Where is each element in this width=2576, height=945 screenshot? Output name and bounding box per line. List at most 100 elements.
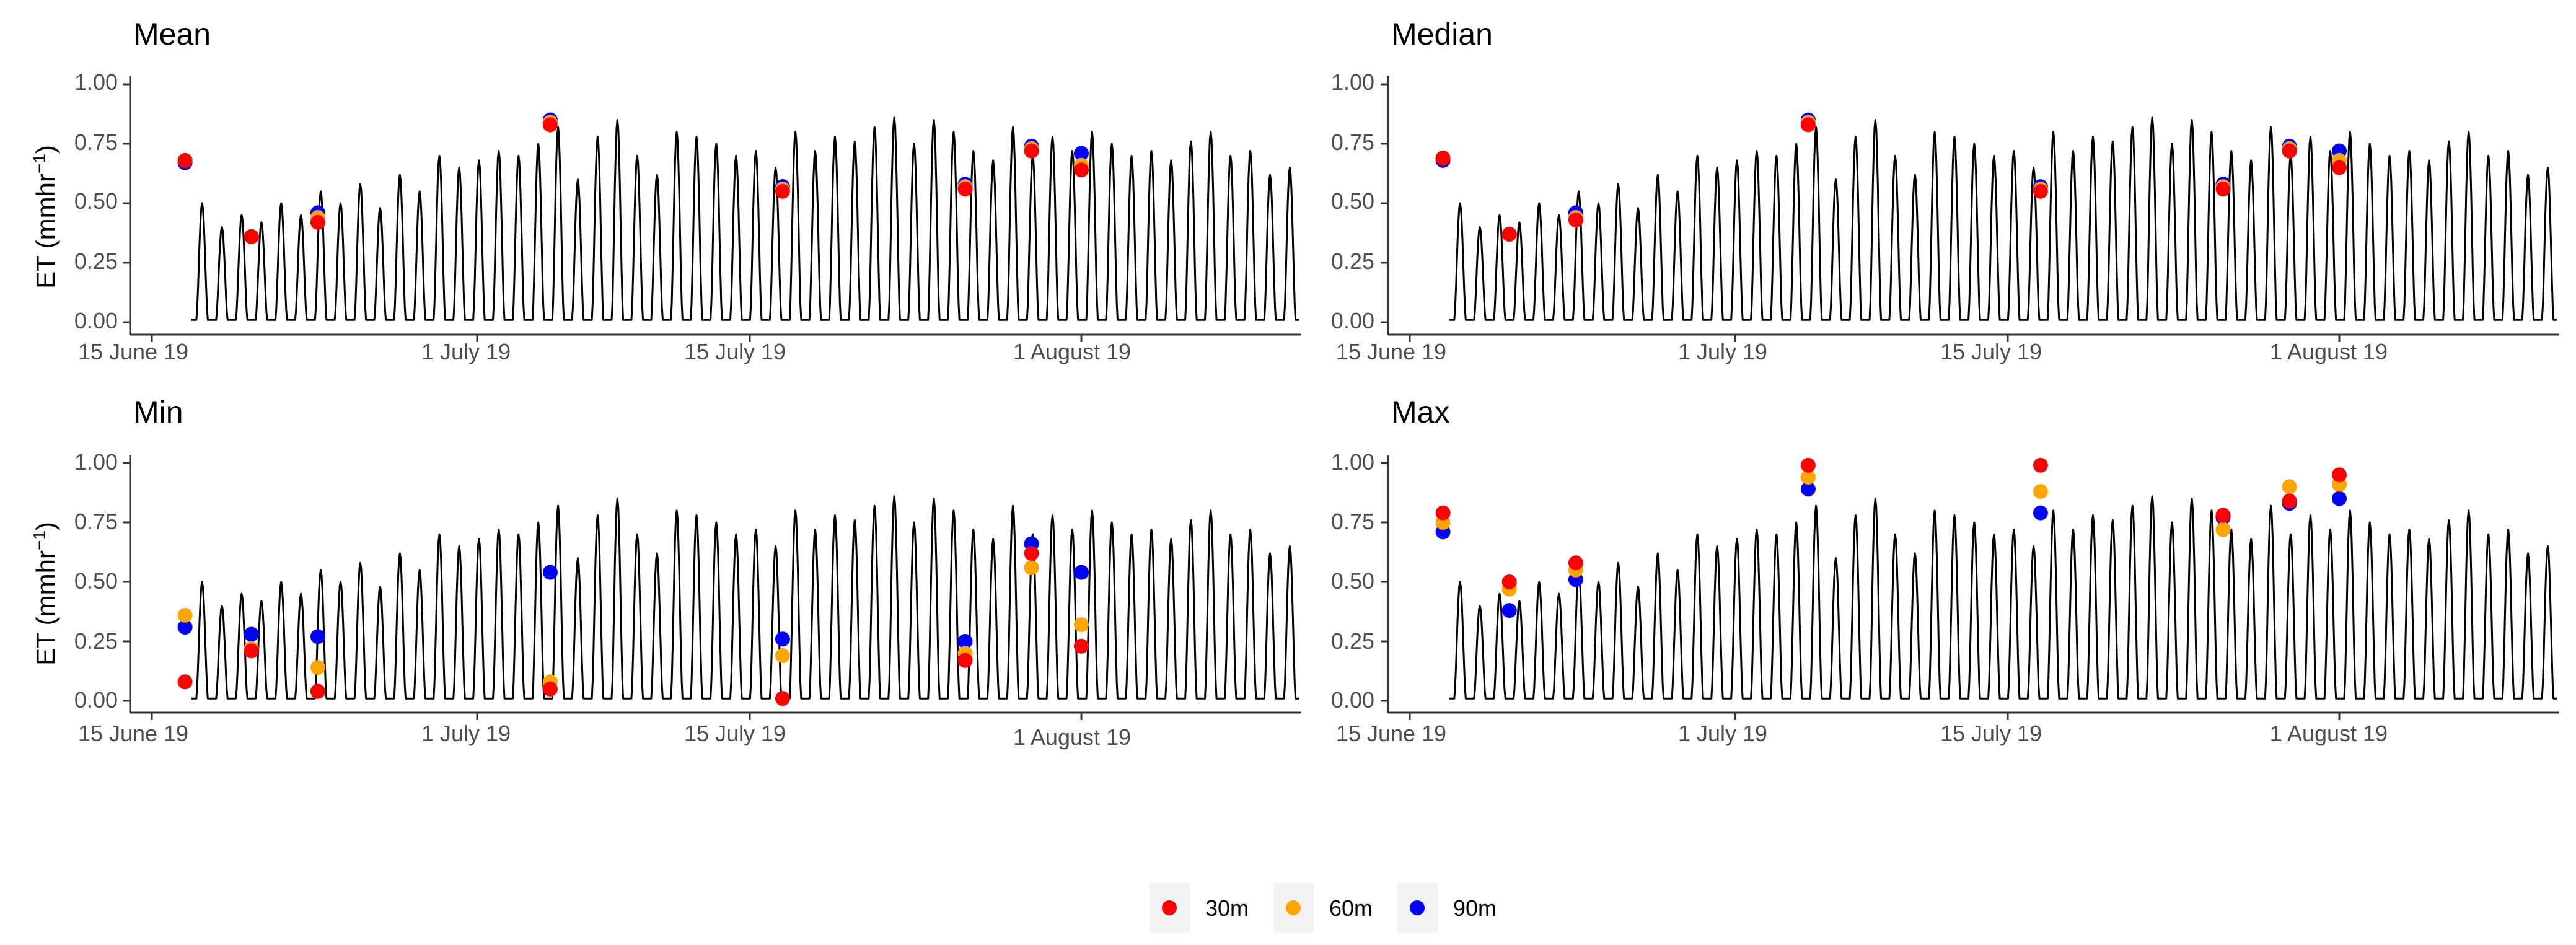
point-90m xyxy=(177,620,193,635)
y-tick-label: 0.75 xyxy=(1331,509,1374,534)
y-axis-label-min: ET (mmhr−1) xyxy=(30,522,61,666)
point-30m xyxy=(1024,143,1039,159)
x-ticks-min: 15 June 19 1 July 19 15 July 19 1 August… xyxy=(78,721,1131,750)
legend-key-90m xyxy=(1410,900,1425,915)
point-90m xyxy=(1800,481,1816,497)
point-30m xyxy=(1074,638,1089,654)
point-60m xyxy=(2215,522,2231,537)
point-30m xyxy=(2033,183,2048,199)
x-tick-label: 15 June 19 xyxy=(78,339,188,364)
point-30m xyxy=(2215,182,2231,196)
y-tick-label: 0.75 xyxy=(74,509,118,534)
et-timeseries-line xyxy=(191,495,1299,700)
legend-key-60m xyxy=(1286,900,1301,915)
y-tick-label: 1.00 xyxy=(74,449,118,475)
y-tick-label: 0.50 xyxy=(1331,188,1374,214)
x-axis-tick-marks xyxy=(151,335,1083,342)
point-30m xyxy=(957,182,973,196)
point-30m xyxy=(1074,162,1089,178)
x-tick-label: 1 August 19 xyxy=(1013,724,1131,750)
x-tick-label: 15 June 19 xyxy=(78,721,188,746)
point-30m xyxy=(2332,467,2347,483)
et-timeseries-line xyxy=(191,116,1299,321)
point-30m xyxy=(1501,226,1517,242)
point-30m xyxy=(1568,212,1583,227)
x-tick-label: 15 July 19 xyxy=(684,721,786,746)
legend: 30m 60m 90m xyxy=(1150,883,1497,933)
points-median xyxy=(1435,112,2347,242)
point-60m xyxy=(1800,470,1816,485)
point-60m xyxy=(1024,560,1039,575)
x-ticks-median: 15 June 19 1 July 19 15 July 19 1 August… xyxy=(1336,339,2388,364)
y-axis-label-close: ) xyxy=(31,522,60,530)
y-axis-label-sup: −1 xyxy=(30,530,49,550)
axes-min xyxy=(123,455,1301,720)
panel-title-mean: Mean xyxy=(133,17,211,51)
x-axis-tick-marks xyxy=(1409,335,2341,342)
point-60m xyxy=(775,648,790,663)
point-30m xyxy=(957,653,973,668)
x-tick-label: 15 July 19 xyxy=(1940,721,2042,746)
point-30m xyxy=(2282,493,2297,509)
point-30m xyxy=(1800,117,1816,133)
point-90m xyxy=(2332,491,2347,506)
y-tick-label: 0.25 xyxy=(74,248,118,274)
x-axis-tick-marks xyxy=(1409,713,2341,720)
point-90m xyxy=(775,631,790,647)
point-30m xyxy=(310,683,325,699)
panel-title-median: Median xyxy=(1391,17,1493,51)
point-30m xyxy=(177,152,193,168)
point-30m xyxy=(1501,574,1517,589)
y-tick-label: 0.00 xyxy=(1331,687,1374,713)
point-90m xyxy=(1074,146,1089,161)
y-axis-tick-marks xyxy=(1381,83,1388,323)
point-90m xyxy=(2033,505,2048,521)
axes-median xyxy=(1381,76,2559,342)
points-mean xyxy=(177,112,1089,244)
y-tick-label: 0.00 xyxy=(74,687,118,713)
x-tick-label: 15 June 19 xyxy=(1336,339,1446,364)
y-axis-label-main: ET (mmhr xyxy=(31,174,60,289)
points-min xyxy=(177,536,1089,706)
x-tick-label: 15 June 19 xyxy=(1336,721,1446,746)
y-axis-tick-marks xyxy=(1381,462,1388,702)
point-60m xyxy=(310,660,325,675)
point-30m xyxy=(244,229,259,244)
point-90m xyxy=(310,629,325,644)
y-tick-label: 0.00 xyxy=(1331,308,1374,333)
panel-mean: Mean ET (mmhr−1) 0.00 0.50 0.25 0.75 1.0… xyxy=(30,17,1301,364)
point-90m xyxy=(957,634,973,649)
point-30m xyxy=(1024,545,1039,561)
point-90m xyxy=(244,626,259,642)
y-ticks-max: 0.00 0.25 0.50 0.75 1.00 xyxy=(1331,449,1374,713)
point-30m xyxy=(244,643,259,659)
x-axis-tick-marks xyxy=(151,713,1083,720)
point-30m xyxy=(310,214,325,230)
y-axis-label-main: ET (mmhr xyxy=(31,550,60,666)
x-ticks-mean: 15 June 19 1 July 19 15 July 19 1 August… xyxy=(78,339,1131,364)
y-tick-label: 0.50 xyxy=(74,568,118,594)
y-tick-label: 0.50 xyxy=(74,188,118,214)
point-30m xyxy=(2282,143,2297,159)
x-tick-label: 1 July 19 xyxy=(1678,721,1767,746)
x-tick-label: 15 July 19 xyxy=(1940,339,2042,364)
y-tick-label: 0.50 xyxy=(1331,568,1374,594)
legend-label-30m: 30m xyxy=(1205,895,1249,921)
y-tick-label: 0.25 xyxy=(74,628,118,654)
x-tick-label: 1 July 19 xyxy=(421,721,511,746)
point-30m xyxy=(1435,505,1451,521)
panel-title-min: Min xyxy=(133,395,183,429)
y-axis-label-mean: ET (mmhr−1) xyxy=(30,145,61,289)
point-30m xyxy=(1568,555,1583,571)
y-ticks-median: 0.00 0.25 0.50 0.75 1.00 xyxy=(1331,69,1374,333)
point-60m xyxy=(1074,617,1089,633)
point-60m xyxy=(2033,484,2048,499)
axes-mean xyxy=(123,76,1301,342)
et-timeseries-line xyxy=(1449,116,2557,321)
point-30m xyxy=(2033,457,2048,473)
y-axis-label-sup: −1 xyxy=(30,154,49,174)
y-tick-label: 0.25 xyxy=(1331,248,1374,274)
et-timeseries-line xyxy=(1449,495,2557,700)
point-30m xyxy=(177,674,193,690)
